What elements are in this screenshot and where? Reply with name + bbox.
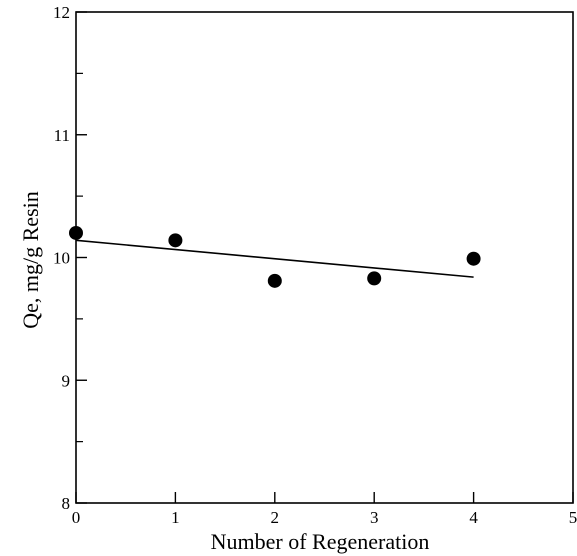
trend-line — [75, 239, 474, 278]
trend-line-layer — [75, 239, 474, 278]
data-point-2 — [267, 273, 282, 288]
x-tick-label-3: 3 — [370, 508, 379, 527]
y-axis-title: Qe, mg/g Resin — [18, 191, 43, 329]
x-tick-label-2: 2 — [271, 508, 280, 527]
x-axis-title: Number of Regeneration — [211, 529, 430, 554]
x-tick-label-5: 5 — [569, 508, 577, 527]
y-tick-label-3: 11 — [54, 126, 70, 145]
plot-frame — [75, 11, 574, 504]
data-point-3 — [367, 271, 382, 286]
x-tick-label-0: 0 — [72, 508, 81, 527]
y-tick-label-1: 9 — [62, 371, 71, 390]
data-point-0 — [69, 225, 83, 240]
x-tick-label-1: 1 — [171, 508, 180, 527]
data-point-1 — [168, 233, 183, 248]
x-tick-label-4: 4 — [469, 508, 478, 527]
data-point-4 — [466, 251, 481, 266]
y-tick-label-2: 10 — [53, 249, 70, 268]
tick-marks — [75, 11, 574, 504]
axes — [75, 11, 574, 504]
y-tick-label-4: 12 — [53, 3, 70, 22]
y-tick-label-0: 8 — [62, 494, 71, 513]
data-points — [69, 225, 481, 288]
